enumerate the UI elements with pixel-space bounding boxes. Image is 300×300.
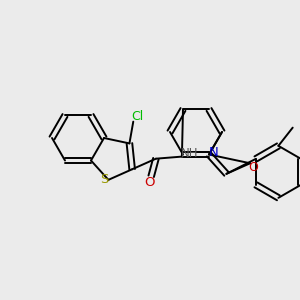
Text: N: N [209, 146, 219, 159]
Text: O: O [248, 161, 258, 174]
Text: S: S [100, 173, 109, 186]
Text: Cl: Cl [131, 110, 143, 123]
Text: NH: NH [181, 147, 199, 160]
Text: O: O [144, 176, 154, 189]
